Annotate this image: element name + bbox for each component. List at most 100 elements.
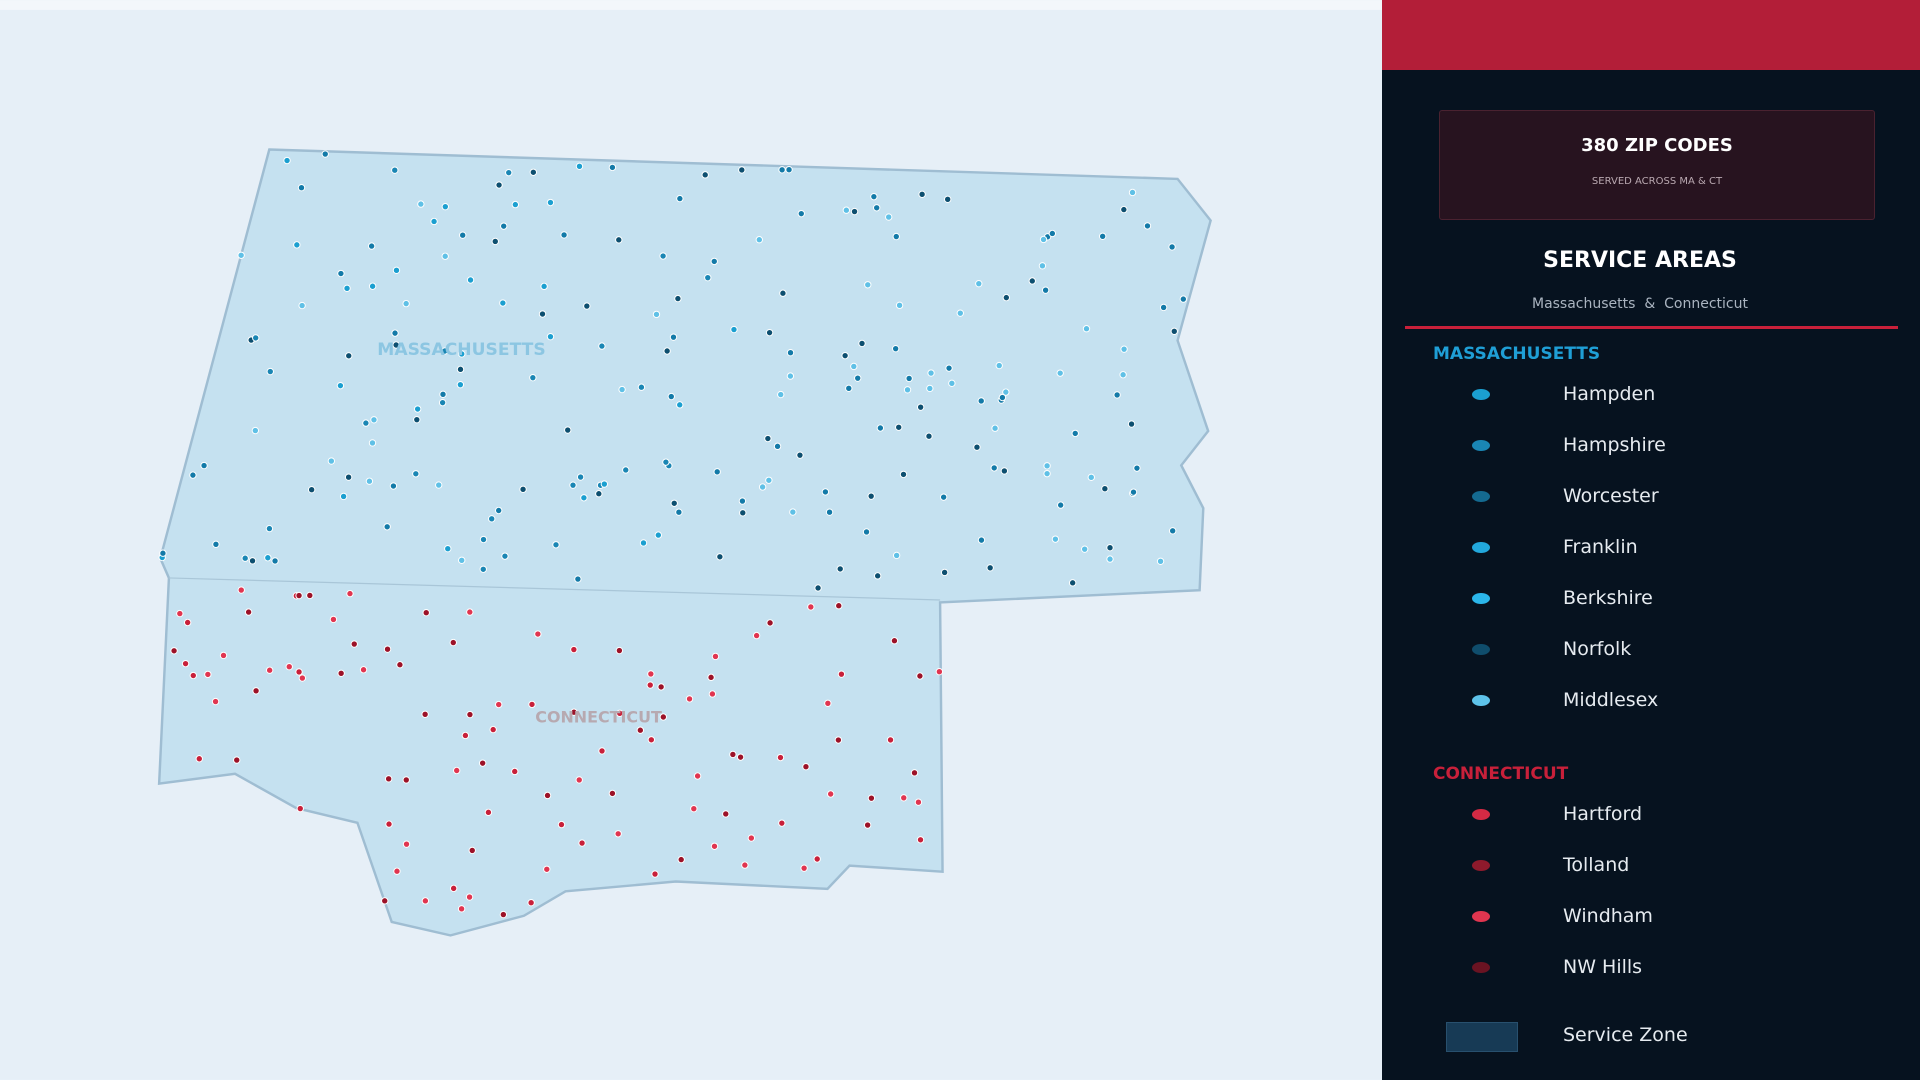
zip-dot [422, 609, 430, 617]
zip-dot [1156, 557, 1165, 565]
zip-dot [570, 708, 578, 716]
zip-dot [910, 769, 919, 777]
zip-dot [1071, 429, 1079, 438]
zip-dot [1002, 293, 1010, 302]
zip-dot [389, 482, 398, 490]
zip-dot [265, 524, 274, 533]
zip-dot [491, 237, 499, 246]
zip-dot [251, 426, 260, 435]
zip-dot [713, 468, 721, 476]
zip-dot [1101, 485, 1109, 493]
zip-dot [874, 572, 882, 580]
zip-dot [677, 855, 685, 864]
zip-dot [834, 736, 843, 744]
legend-label: Franklin [1563, 536, 1638, 558]
zip-dot [858, 339, 866, 348]
zip-dot [807, 603, 815, 611]
zip-dot [935, 668, 944, 676]
zip-dot [569, 481, 577, 489]
zip-dot [1057, 501, 1065, 509]
legend-marker [1472, 542, 1490, 553]
zip-dot [346, 589, 354, 598]
zip-dot [244, 608, 253, 616]
zip-dot [453, 766, 461, 775]
legend-heading: MASSACHUSETTS [1433, 344, 1601, 364]
zip-dot [219, 651, 228, 660]
zip-dot [785, 166, 793, 174]
zip-dot [576, 473, 585, 481]
zip-dot [233, 756, 241, 764]
zip-dot [826, 790, 835, 798]
zip-dot [711, 652, 720, 661]
zip-count: 380 ZIP CODES [1581, 135, 1733, 156]
zip-dot [890, 637, 899, 645]
zip-dot [449, 638, 457, 647]
zip-dot [636, 726, 644, 734]
zip-dot [321, 150, 329, 158]
zip-dot [285, 663, 293, 671]
zip-dot [776, 753, 785, 762]
zip-dot [383, 645, 392, 653]
legend-item: Franklin [1382, 533, 1920, 563]
zip-dot [863, 821, 872, 829]
zip-dot [948, 379, 956, 387]
zip-dot [578, 839, 586, 847]
map-label: MASSACHUSETTS [377, 340, 545, 360]
zip-dot [392, 266, 401, 275]
legend-item: Hartford [1382, 800, 1920, 830]
zip-dot [212, 540, 220, 548]
zip-dot [293, 241, 301, 249]
zip-dot [181, 659, 190, 668]
zip-dot [647, 670, 655, 678]
zip-dot [1106, 544, 1114, 552]
zip-dot [940, 568, 949, 577]
zip-dot [421, 897, 430, 905]
zip-dot [670, 499, 678, 507]
zip-dot [886, 736, 895, 744]
zip-dot [864, 281, 872, 289]
zip-dot [918, 190, 926, 198]
zip-dot [1082, 325, 1091, 333]
zip-dot [479, 565, 487, 573]
zip-dot [204, 670, 212, 679]
zip-dot [1041, 286, 1050, 294]
zip-dot [529, 374, 537, 382]
zip-dot [841, 351, 849, 360]
zip-dot [441, 252, 449, 260]
zip-dot [466, 608, 474, 616]
zip-dot [722, 810, 730, 818]
zip-dot [885, 213, 893, 221]
zip-dot [615, 646, 624, 655]
zip-dot [575, 776, 583, 784]
zip-dot [663, 347, 671, 355]
legend-item: Tolland [1382, 851, 1920, 881]
zip-dot [821, 488, 830, 496]
zip-dot [986, 564, 994, 572]
zip-dot [583, 302, 591, 310]
zip-dot [241, 554, 249, 562]
zip-dot [797, 209, 805, 218]
zip-dot [252, 687, 260, 695]
zip-dot [995, 361, 1003, 370]
zip-dot [306, 591, 314, 600]
zip-dot [835, 602, 843, 610]
zip-dot [914, 798, 923, 806]
zip-dot [842, 206, 851, 214]
zip-dot [676, 194, 684, 203]
zip-dot [248, 557, 257, 565]
zip-dot [766, 619, 774, 627]
zip-dot [796, 451, 804, 459]
zip-dot [716, 553, 724, 561]
zip-dot [365, 477, 374, 485]
zip-dot [465, 893, 474, 901]
zip-dot [616, 709, 624, 718]
zip-dot [495, 506, 503, 515]
zip-dot [657, 683, 665, 691]
legend-label: Hartford [1563, 803, 1643, 825]
zip-dot [675, 508, 683, 516]
legend-item: Norfolk [1382, 635, 1920, 665]
zip-dot [557, 820, 566, 829]
zip-dot [651, 870, 659, 878]
legend-label: Hampden [1563, 383, 1656, 405]
